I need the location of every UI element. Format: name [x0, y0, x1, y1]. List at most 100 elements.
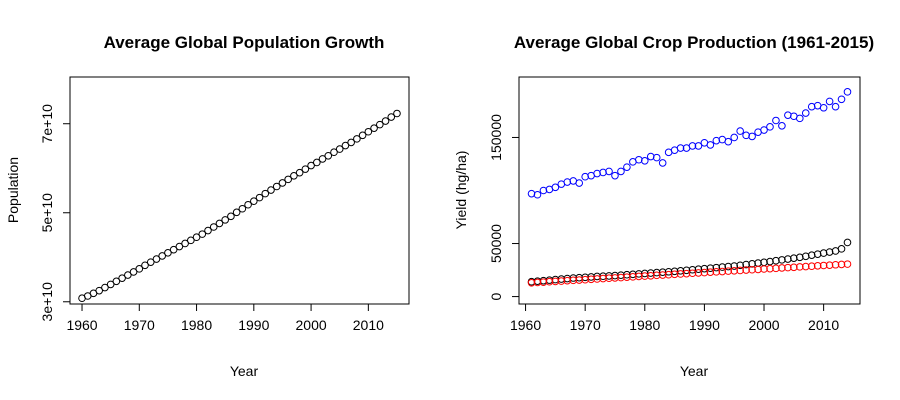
population-data-point	[250, 197, 258, 205]
crop-x-tick-label: 1980	[629, 317, 660, 333]
population-data-point	[364, 127, 373, 136]
population-data-point	[129, 268, 138, 276]
population-data-point	[95, 286, 104, 295]
population-data-point	[347, 138, 355, 147]
crop-data-point	[688, 269, 697, 278]
population-data-point	[353, 135, 361, 143]
population-y-axis-label: Population	[5, 157, 21, 223]
crop-x-tick-label: 2010	[808, 317, 839, 333]
population-x-tick-label: 1960	[66, 317, 97, 333]
population-chart: Average Global Population Growth Year Po…	[5, 33, 410, 379]
crop-data-point	[784, 263, 792, 272]
population-x-tick-label: 1990	[238, 317, 269, 333]
crop-data-point	[611, 274, 619, 282]
crop-data-point	[557, 277, 566, 285]
crop-data-point	[575, 179, 584, 187]
crop-data-point	[658, 159, 667, 167]
crop-x-tick-label: 1960	[510, 317, 541, 333]
crop-data-point	[646, 152, 655, 161]
population-data-point	[118, 274, 126, 282]
crop-data-point	[766, 264, 774, 273]
crop-data-point	[593, 275, 601, 283]
crop-data-point	[718, 263, 727, 271]
population-data-point	[232, 208, 241, 217]
population-data-point	[135, 265, 144, 273]
population-data-point	[307, 161, 315, 170]
crop-data-point	[837, 260, 846, 269]
crop-data-point	[676, 144, 685, 152]
population-data-point	[112, 277, 121, 286]
population-data-point	[375, 120, 384, 129]
population-data-point	[278, 179, 287, 187]
crop-data-point	[539, 186, 548, 195]
crop-data-point	[551, 183, 560, 192]
crop-chart-title: Average Global Crop Production (1961-201…	[514, 33, 874, 52]
crop-data-point	[760, 265, 768, 273]
population-data-point	[238, 204, 247, 213]
crop-data-point	[772, 256, 780, 265]
crop-data-point	[754, 265, 762, 274]
crop-data-point	[730, 266, 739, 275]
population-data-point	[324, 151, 333, 160]
population-data-point	[370, 124, 378, 132]
crop-data-point	[712, 268, 721, 276]
crop-data-point	[748, 132, 756, 141]
population-plot-frame	[69, 76, 410, 305]
population-data-point	[295, 168, 304, 177]
crop-data-point	[652, 153, 661, 162]
crop-data-point	[784, 111, 792, 119]
crop-data-point	[658, 271, 667, 279]
crop-data-point	[819, 261, 828, 270]
population-data-point	[106, 280, 115, 289]
crop-data-point	[599, 168, 607, 177]
crop-data-point	[778, 264, 786, 272]
crop-data-point	[640, 272, 649, 280]
population-data-point	[101, 283, 109, 292]
crop-data-point	[581, 172, 589, 181]
crop-data-point	[795, 253, 804, 262]
crop-data-point	[790, 254, 798, 262]
crop-data-point	[527, 278, 536, 287]
crop-data-point	[587, 275, 595, 284]
crop-data-point	[724, 262, 733, 271]
crop-data-point	[539, 278, 548, 286]
population-x-tick-label: 1970	[124, 317, 155, 333]
crop-data-point	[790, 263, 798, 272]
crop-data-point	[772, 116, 780, 125]
population-data-point	[198, 230, 207, 238]
crop-data-point	[599, 274, 607, 283]
crop-data-point	[706, 268, 715, 276]
crop-data-point	[801, 252, 810, 261]
crop-data-point	[819, 249, 828, 257]
population-data-point	[313, 158, 321, 167]
crop-data-point	[635, 272, 643, 281]
population-data-point	[187, 236, 195, 245]
crop-data-point	[676, 266, 685, 275]
crop-data-point	[551, 277, 560, 286]
crop-data-point	[664, 270, 673, 279]
population-data-point	[335, 145, 344, 153]
crop-data-point	[617, 273, 625, 282]
crop-data-point	[575, 276, 584, 284]
population-x-tick-label: 2010	[353, 317, 384, 333]
population-y-ticks: 3e+10 5e+10 7e+10	[39, 104, 71, 321]
population-data-point	[255, 193, 264, 202]
population-data-point	[301, 165, 310, 173]
crop-data-point	[819, 103, 828, 112]
crop-data-point	[748, 259, 756, 268]
crop-data-point	[837, 245, 846, 253]
population-data-point	[272, 182, 281, 191]
crop-data-point	[778, 121, 786, 130]
crop-data-point	[730, 133, 739, 142]
crop-data-point	[652, 271, 661, 280]
crop-data-point	[563, 178, 572, 186]
population-points	[78, 109, 401, 303]
crop-data-point	[593, 169, 601, 178]
crop-data-point	[640, 156, 649, 165]
population-data-point	[204, 226, 212, 235]
crop-data-point	[831, 102, 840, 111]
crop-data-point	[569, 276, 578, 285]
crop-data-point	[605, 274, 613, 283]
crop-data-point	[807, 262, 816, 271]
